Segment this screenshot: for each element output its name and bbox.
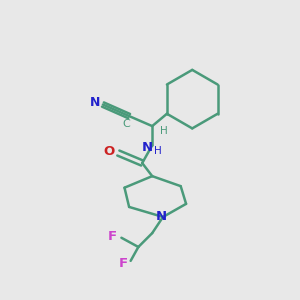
Text: N: N [142,141,153,154]
Text: O: O [103,145,115,158]
Text: N: N [156,211,167,224]
Text: N: N [90,97,101,110]
Text: H: H [160,126,168,136]
Text: C: C [122,119,130,129]
Text: F: F [108,230,117,243]
Text: H: H [154,146,162,157]
Text: F: F [118,257,127,270]
